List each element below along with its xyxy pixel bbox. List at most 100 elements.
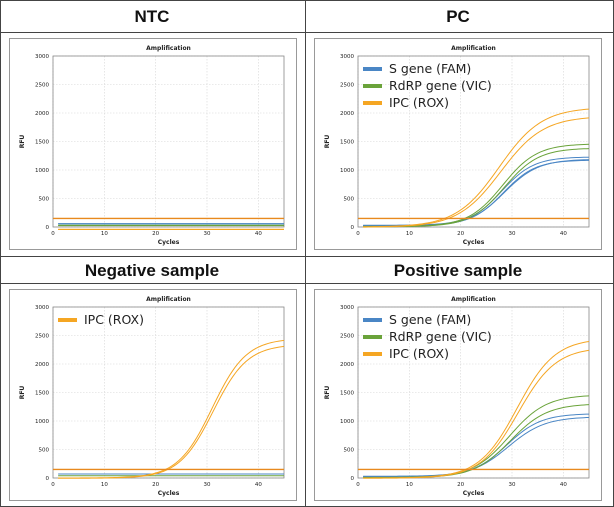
y-tick-label: 2000	[340, 111, 354, 117]
series-line	[58, 339, 285, 479]
plot-title: Amplification	[146, 45, 191, 52]
x-tick-label: 40	[560, 231, 567, 237]
y-tick-label: 2500	[35, 334, 49, 340]
y-tick-label: 1000	[35, 168, 49, 174]
y-tick-label: 1000	[340, 419, 354, 425]
y-tick-label: 0	[351, 476, 355, 482]
x-tick-label: 30	[204, 231, 211, 237]
chart-panel-pc: Amplification 0 500 1000 1500 2000 2500 3000 0 10…	[314, 38, 602, 250]
legend-swatch	[363, 318, 382, 322]
legend-swatch	[363, 352, 382, 356]
series-line	[58, 345, 285, 479]
y-tick-label: 2000	[35, 111, 49, 117]
legend-label: RdRP gene (VIC)	[389, 329, 492, 344]
panel-title-positive-sample: Positive sample	[393, 261, 523, 280]
x-tick-label: 0	[356, 482, 360, 488]
chart-ntc: Amplification 0 500 1000 1500 2000 2500 3000 0 10…	[19, 45, 285, 246]
series-line	[363, 349, 590, 479]
x-tick-label: 10	[406, 231, 413, 237]
x-axis-title: Cycles	[158, 239, 180, 246]
x-tick-label: 20	[152, 482, 159, 488]
row-divider-lower	[0, 283, 614, 284]
y-tick-label: 500	[39, 448, 50, 454]
chart-negative-sample: Amplification 0 500 1000 1500 2000 2500 3000 0 10…	[19, 296, 285, 497]
legend-swatch	[58, 318, 77, 322]
legend-swatch	[363, 101, 382, 105]
y-tick-label: 2000	[340, 362, 354, 368]
plot-title: Amplification	[146, 296, 191, 303]
plot-title: Amplification	[451, 296, 496, 303]
plot-area	[52, 306, 285, 479]
chart-panel-negative-sample: Amplification 0 500 1000 1500 2000 2500 3000 0 10…	[9, 289, 297, 501]
x-tick-label: 10	[406, 482, 413, 488]
series-line	[363, 117, 590, 228]
series-line	[363, 413, 590, 477]
y-tick-label: 1000	[35, 419, 49, 425]
y-axis-title: RFU	[324, 135, 331, 149]
y-axis-title: RFU	[19, 135, 26, 149]
legend-swatch	[363, 335, 382, 339]
chart-positive-sample: Amplification 0 500 1000 1500 2000 2500 3000 0 10…	[324, 296, 590, 497]
x-axis-title: Cycles	[463, 239, 485, 246]
y-tick-label: 3000	[35, 54, 49, 60]
legend-label: S gene (FAM)	[389, 61, 471, 76]
y-tick-label: 1500	[340, 140, 354, 146]
x-tick-label: 20	[457, 231, 464, 237]
legend-label: RdRP gene (VIC)	[389, 78, 492, 93]
y-tick-label: 2000	[35, 362, 49, 368]
y-tick-label: 2500	[340, 83, 354, 89]
y-tick-label: 2500	[35, 83, 49, 89]
y-tick-label: 3000	[340, 305, 354, 311]
y-tick-label: 500	[39, 197, 50, 203]
x-tick-label: 30	[509, 482, 516, 488]
column-divider	[305, 0, 306, 507]
series-line	[363, 404, 590, 479]
y-tick-label: 1500	[35, 391, 49, 397]
series-line	[363, 108, 590, 228]
y-tick-label: 1500	[340, 391, 354, 397]
legend-label: IPC (ROX)	[84, 312, 144, 327]
x-tick-label: 0	[356, 231, 360, 237]
x-tick-label: 40	[255, 482, 262, 488]
x-tick-label: 30	[204, 482, 211, 488]
plot-area	[52, 55, 285, 228]
chart-pc: Amplification 0 500 1000 1500 2000 2500 3000 0 10…	[324, 45, 590, 246]
y-tick-label: 0	[351, 225, 355, 231]
y-tick-label: 3000	[35, 305, 49, 311]
x-tick-label: 20	[457, 482, 464, 488]
row-divider-middle	[0, 256, 614, 257]
panel-title-negative-sample: Negative sample	[84, 261, 220, 280]
x-tick-label: 10	[101, 482, 108, 488]
y-tick-label: 500	[344, 197, 355, 203]
y-tick-label: 3000	[340, 54, 354, 60]
y-tick-label: 1500	[35, 140, 49, 146]
y-tick-label: 0	[46, 476, 50, 482]
legend-label: IPC (ROX)	[389, 95, 449, 110]
y-axis-title: RFU	[324, 386, 331, 400]
y-tick-label: 500	[344, 448, 355, 454]
plot-area	[357, 55, 590, 228]
legend-swatch	[363, 67, 382, 71]
x-tick-label: 10	[101, 231, 108, 237]
y-axis-title: RFU	[19, 386, 26, 400]
chart-panel-positive-sample: Amplification 0 500 1000 1500 2000 2500 3000 0 10…	[314, 289, 602, 501]
x-tick-label: 20	[152, 231, 159, 237]
y-tick-label: 0	[46, 225, 50, 231]
x-axis-title: Cycles	[158, 490, 180, 497]
row-divider-top	[0, 32, 614, 33]
plot-area	[357, 306, 590, 479]
legend-label: IPC (ROX)	[389, 346, 449, 361]
x-tick-label: 0	[51, 482, 55, 488]
legend-swatch	[363, 84, 382, 88]
x-axis-title: Cycles	[463, 490, 485, 497]
x-tick-label: 0	[51, 231, 55, 237]
chart-panel-ntc: Amplification 0 500 1000 1500 2000 2500 3000 0 10…	[9, 38, 297, 250]
legend-label: S gene (FAM)	[389, 312, 471, 327]
x-tick-label: 30	[509, 231, 516, 237]
x-tick-label: 40	[255, 231, 262, 237]
y-tick-label: 2500	[340, 334, 354, 340]
plot-title: Amplification	[451, 45, 496, 52]
x-tick-label: 40	[560, 482, 567, 488]
panel-title-pc: PC	[446, 7, 470, 26]
y-tick-label: 1000	[340, 168, 354, 174]
